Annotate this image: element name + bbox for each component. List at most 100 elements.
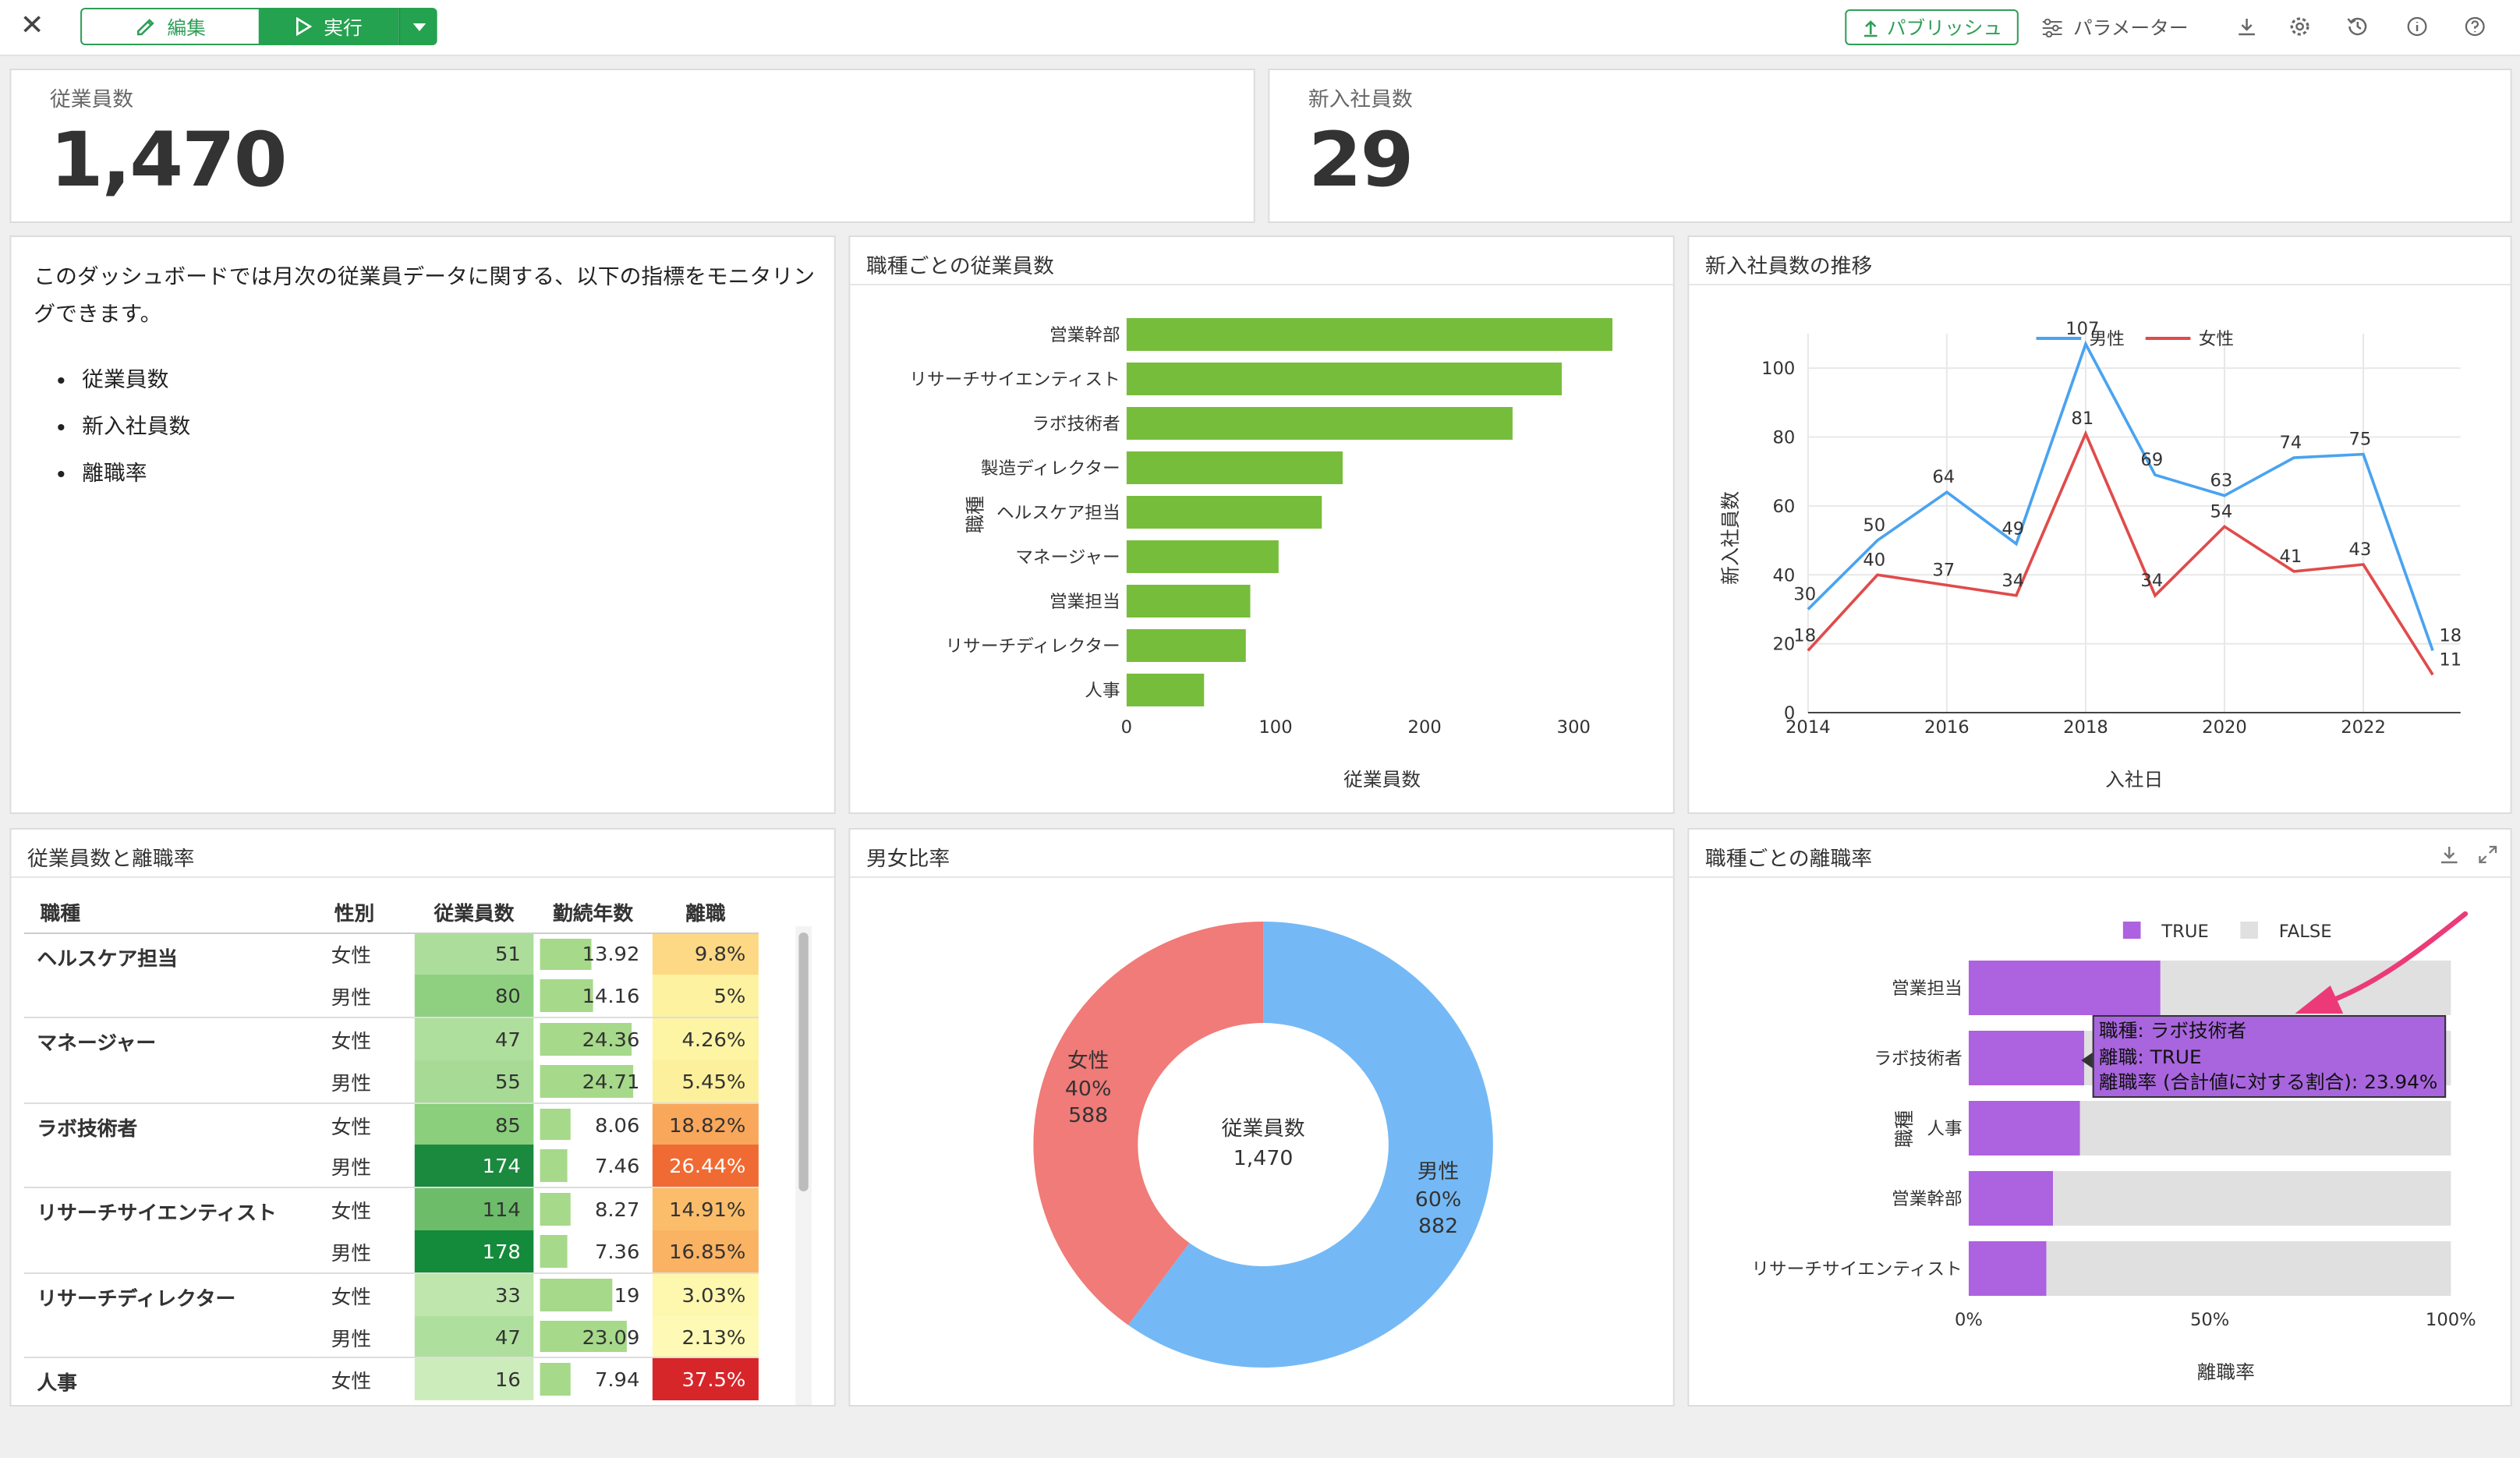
description-text: このダッシュボードでは月次の従業員データに関する、以下の指標をモニタリングできま… [34, 265, 816, 327]
x-tick-label: 50% [2190, 1310, 2229, 1330]
sex-cell: 女性 [318, 1357, 415, 1401]
gear-icon[interactable] [2285, 12, 2314, 41]
table-row: リサーチディレクター 女性 33 19 3.03% [23, 1272, 759, 1358]
x-tick-label: 200 [1408, 717, 1442, 738]
legend-label: 男性 [2090, 329, 2125, 349]
tenure-bar [540, 979, 593, 1013]
attrition-rate-cell: 3.03% [652, 1272, 759, 1316]
bar [1126, 363, 1562, 395]
tooltip-line: 離職: TRUE [2098, 1046, 2202, 1067]
data-label: 50 [1863, 515, 1885, 536]
table-scrollbar[interactable] [795, 926, 812, 1405]
help-icon[interactable] [2461, 12, 2490, 41]
count-cell: 55 [414, 1060, 534, 1103]
donut-center-label: 従業員数 [1222, 1117, 1305, 1141]
publish-button-label: パブリッシュ [1886, 17, 2003, 39]
bar-segment [2053, 1171, 2451, 1226]
history-icon[interactable] [2343, 12, 2372, 41]
tenure-bar [540, 938, 593, 971]
bar-segment [1968, 1171, 2054, 1226]
x-tick-label: 2014 [1786, 717, 1831, 738]
count-cell: 47 [414, 1017, 534, 1060]
new-hires-trend-panel: 新入社員数の推移 0 20 40 60 80 100 2014 2016 2018 2020 202… [1687, 235, 2512, 814]
panel-title: 男女比率 [865, 848, 950, 872]
role-count-panel: 職種ごとの従業員数 営業幹部 リサーチサイエンティスト ラボ技術者 製造ディレクターヘ… [848, 235, 1675, 814]
data-label: 74 [2279, 433, 2302, 453]
y-tick-label: 製造ディレクター [981, 458, 1120, 479]
data-label: 30 [1793, 585, 1816, 605]
x-tick-label: 0 [1121, 717, 1132, 738]
x-tick-label: 2018 [2063, 717, 2108, 738]
run-button[interactable]: 実行 [258, 8, 399, 45]
data-label: 43 [2349, 540, 2372, 560]
y-tick-label: 営業担当 [1049, 592, 1120, 612]
data-label: 18 [2439, 626, 2462, 646]
tenure-bar [540, 1064, 634, 1098]
pie-slice [1127, 922, 1493, 1368]
column-header[interactable]: 職種 [23, 892, 319, 933]
table-row: ラボ技術者 女性 85 8.06 18.82% [23, 1102, 759, 1188]
y-tick-label: 100 [1761, 359, 1795, 379]
slice-value: 588 [1068, 1104, 1108, 1128]
tenure-bar [540, 1149, 568, 1183]
bar [1126, 540, 1279, 573]
info-icon[interactable] [2402, 12, 2431, 41]
x-axis-label: 入社日 [2105, 768, 2163, 791]
attrition-rate-cell: 26.44% [652, 1145, 759, 1188]
data-label: 81 [2071, 409, 2094, 429]
data-label: 54 [2210, 502, 2232, 522]
count-cell: 51 [414, 931, 534, 975]
run-dropdown-button[interactable] [398, 8, 437, 45]
attrition-rate-cell: 5.45% [652, 1060, 759, 1103]
count-cell: 114 [414, 1187, 534, 1231]
y-tick-label: 営業幹部 [1892, 1189, 1963, 1209]
close-icon[interactable]: ✕ [19, 9, 44, 42]
legend-swatch [2122, 922, 2141, 939]
sex-cell: 女性 [318, 1187, 415, 1231]
column-header[interactable]: 性別 [318, 892, 415, 933]
kpi-employees-value: 1,470 [49, 117, 288, 204]
table-row: リサーチサイエンティスト 女性 114 8.27 14.91% [23, 1187, 759, 1273]
column-header[interactable]: 勤続年数 [533, 892, 653, 933]
edit-button[interactable]: 編集 [80, 8, 260, 45]
x-tick-label: 100 [1258, 717, 1292, 738]
x-tick-label: 2022 [2341, 717, 2386, 738]
y-axis-label: 新入社員数 [1719, 491, 1742, 585]
column-header[interactable]: 離職 [652, 892, 759, 933]
y-tick-label: ラボ技術者 [1032, 414, 1120, 434]
data-label: 34 [2140, 571, 2163, 591]
tenure-bar [540, 1023, 632, 1056]
count-cell: 80 [414, 975, 534, 1018]
publish-button[interactable]: パブリッシュ [1845, 9, 2019, 45]
new-hires-trend-chart: 0 20 40 60 80 100 2014 2016 2018 2020 2022 30 50 64 49… [1719, 320, 2462, 791]
kpi-employees-label: 従業員数 [49, 89, 134, 112]
y-tick-label: 80 [1773, 428, 1796, 448]
tooltip-line: 離職率 (合計値に対する割合): 23.94% [2098, 1071, 2438, 1093]
tenure-cell: 8.06 [533, 1102, 653, 1145]
download-icon[interactable] [2232, 12, 2261, 41]
expand-icon[interactable] [2476, 842, 2502, 867]
column-header[interactable]: 従業員数 [414, 892, 534, 933]
role-cell: マネージャー [23, 1017, 319, 1103]
metric-list-item: 離職率 [82, 458, 190, 491]
pencil-icon [136, 19, 154, 36]
scroll-thumb[interactable] [798, 932, 809, 1191]
y-axis-label: 職種 [1892, 1110, 1915, 1148]
sex-cell: 男性 [331, 1155, 372, 1180]
parameter-button[interactable]: パラメーター [2041, 9, 2218, 45]
attrition-rate-cell: 4.26% [652, 1017, 759, 1060]
table-row: マネージャー 女性 47 24.36 4.26% [23, 1017, 759, 1103]
panel-title: 新入社員数の推移 [1704, 256, 1873, 279]
tenure-cell: 7.94 [533, 1357, 653, 1401]
tenure-value: 7.36 [594, 1239, 640, 1263]
x-axis-label: 従業員数 [1343, 768, 1421, 791]
gender-ratio-panel: 男女比率 男性 60% 882 女性 40% 588 従業員数 1,470 [848, 828, 1675, 1407]
tenure-bar [540, 1278, 612, 1311]
count-cell: 16 [414, 1357, 534, 1401]
table-row: 人事 女性 16 7.94 37.5% [23, 1357, 759, 1401]
x-tick-label: 0% [1955, 1310, 1983, 1330]
parameter-button-label: パラメーター [2072, 17, 2189, 39]
y-axis-label: 職種 [964, 496, 986, 533]
download-icon[interactable] [2438, 842, 2464, 867]
attrition-rate-cell: 2.13% [652, 1315, 759, 1358]
